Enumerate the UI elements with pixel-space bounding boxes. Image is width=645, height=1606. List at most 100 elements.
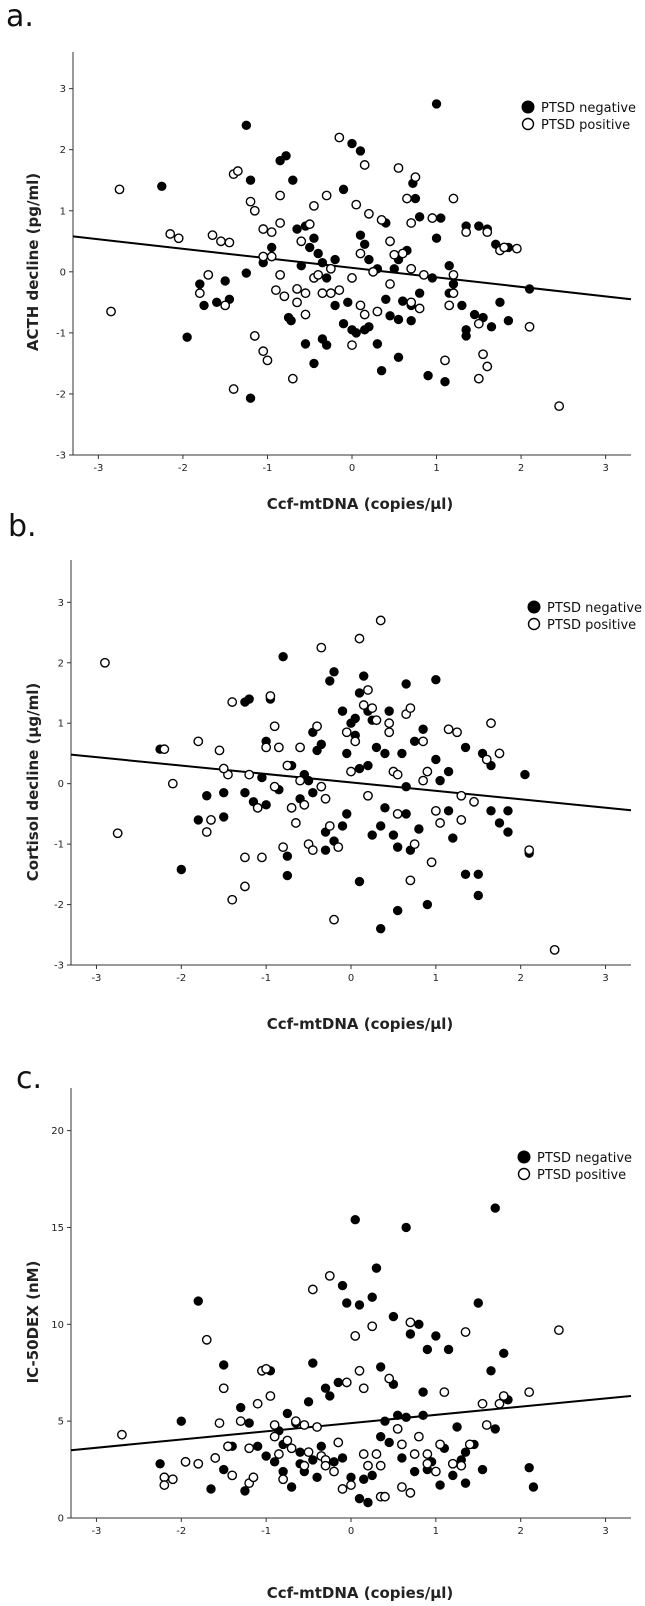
point-ptsd-positive <box>309 200 319 211</box>
y-axis-title: Cortisol decline (µg/ml) <box>24 683 42 882</box>
point-ptsd-positive <box>389 249 400 260</box>
point-ptsd-positive <box>385 236 395 247</box>
point-ptsd-negative <box>342 748 352 759</box>
point-ptsd-positive <box>499 242 510 253</box>
point-ptsd-negative <box>418 724 428 734</box>
point-ptsd-negative <box>440 377 450 387</box>
point-ptsd-positive <box>494 748 505 759</box>
point-ptsd-positive <box>159 744 170 755</box>
point-ptsd-negative <box>219 1464 229 1475</box>
point-ptsd-positive <box>346 766 356 777</box>
point-ptsd-negative <box>503 827 513 837</box>
x-tick-label: 0 <box>348 973 354 984</box>
y-tick-label: 20 <box>51 1126 64 1137</box>
point-ptsd-negative <box>490 1424 500 1434</box>
regression-line <box>70 1394 632 1452</box>
point-ptsd-negative <box>257 772 267 783</box>
point-ptsd-negative <box>431 99 442 109</box>
x-tick-label: 3 <box>602 1526 608 1537</box>
point-ptsd-positive <box>180 1456 191 1467</box>
point-ptsd-negative <box>355 146 366 156</box>
point-ptsd-negative <box>431 674 441 685</box>
point-ptsd-positive <box>448 193 459 204</box>
point-ptsd-positive <box>334 285 345 296</box>
point-ptsd-positive <box>203 269 214 280</box>
point-ptsd-negative <box>337 1453 348 1463</box>
point-ptsd-positive <box>252 802 263 813</box>
point-ptsd-negative <box>443 1344 454 1355</box>
point-ptsd-negative <box>252 1441 263 1452</box>
point-ptsd-positive <box>392 1424 403 1434</box>
point-ptsd-negative <box>409 1466 420 1477</box>
point-ptsd-negative <box>376 366 387 376</box>
point-ptsd-positive <box>482 227 493 238</box>
point-ptsd-negative <box>282 851 293 861</box>
point-ptsd-positive <box>444 300 455 311</box>
point-ptsd-negative <box>486 322 497 332</box>
x-tick-label: 1 <box>433 463 439 474</box>
point-ptsd-negative <box>206 1484 216 1494</box>
point-ptsd-negative <box>333 1377 343 1388</box>
panel-label: c. <box>16 1061 42 1096</box>
point-ptsd-negative <box>330 300 340 311</box>
point-ptsd-positive <box>193 736 204 747</box>
point-ptsd-positive <box>363 1460 373 1471</box>
point-ptsd-negative <box>235 1402 246 1413</box>
point-ptsd-positive <box>249 205 260 216</box>
point-ptsd-negative <box>329 1457 339 1467</box>
point-ptsd-positive <box>409 1449 420 1459</box>
point-ptsd-negative <box>460 1478 471 1488</box>
point-ptsd-positive <box>320 793 331 804</box>
x-tick-label: 3 <box>602 973 608 984</box>
point-ptsd-positive <box>290 1416 301 1427</box>
legend-label-ptsd-positive: PTSD positive <box>547 618 636 633</box>
point-ptsd-negative <box>313 248 323 259</box>
point-ptsd-negative <box>321 273 332 283</box>
point-ptsd-negative <box>359 1474 369 1484</box>
point-ptsd-negative <box>219 812 229 822</box>
point-ptsd-positive <box>224 237 235 248</box>
point-ptsd-positive <box>324 821 335 831</box>
point-ptsd-positive <box>228 384 239 394</box>
point-ptsd-positive <box>316 642 327 653</box>
point-ptsd-positive <box>406 297 417 308</box>
y-tick-label: 5 <box>58 1417 64 1428</box>
point-ptsd-negative <box>303 775 314 786</box>
point-ptsd-negative <box>414 288 425 298</box>
point-ptsd-positive <box>227 697 238 707</box>
point-ptsd-positive <box>313 269 324 280</box>
point-ptsd-positive <box>461 227 472 238</box>
point-ptsd-negative <box>499 1348 509 1359</box>
point-ptsd-negative <box>363 760 373 771</box>
point-ptsd-negative <box>409 736 420 747</box>
point-ptsd-positive <box>385 279 395 289</box>
point-ptsd-negative <box>397 1453 407 1463</box>
point-ptsd-negative <box>199 300 209 311</box>
point-ptsd-positive <box>337 1484 348 1494</box>
point-ptsd-negative <box>435 775 445 786</box>
legend-label-ptsd-negative: PTSD negative <box>541 101 636 116</box>
point-ptsd-positive <box>303 1447 314 1458</box>
point-ptsd-negative <box>157 181 167 192</box>
y-tick-label: 3 <box>60 84 66 95</box>
point-ptsd-negative <box>380 1416 390 1426</box>
point-ptsd-positive <box>486 718 496 729</box>
point-ptsd-positive <box>265 1391 276 1401</box>
point-ptsd-positive <box>392 808 403 819</box>
point-ptsd-positive <box>355 300 366 311</box>
point-ptsd-negative <box>364 322 374 332</box>
point-ptsd-positive <box>333 1437 344 1448</box>
point-ptsd-negative <box>244 694 254 704</box>
point-ptsd-negative <box>337 706 348 716</box>
point-ptsd-positive <box>359 160 370 170</box>
point-ptsd-positive <box>469 796 479 807</box>
point-ptsd-positive <box>347 273 357 283</box>
point-ptsd-positive <box>290 818 301 828</box>
point-ptsd-positive <box>257 852 267 863</box>
point-ptsd-positive <box>358 700 369 710</box>
point-ptsd-negative <box>401 781 411 792</box>
point-ptsd-positive <box>346 1480 356 1490</box>
point-ptsd-positive <box>325 288 336 299</box>
point-ptsd-negative <box>460 742 471 753</box>
